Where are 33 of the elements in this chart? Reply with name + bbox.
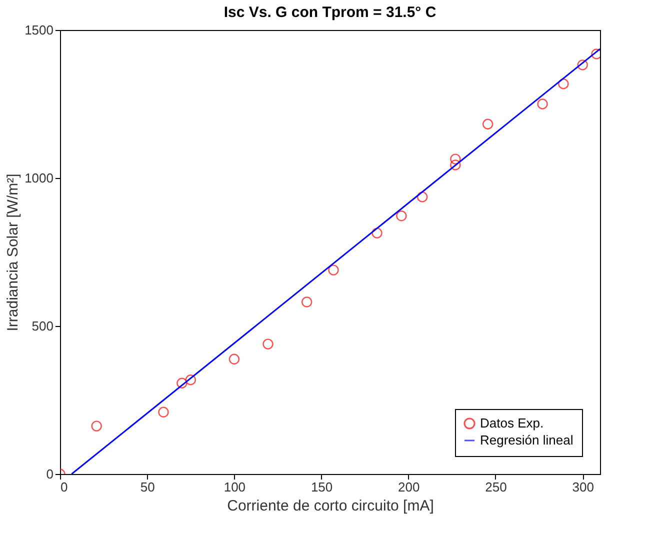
legend-label: Datos Exp. bbox=[480, 416, 544, 430]
point bbox=[301, 296, 312, 308]
point bbox=[558, 78, 569, 90]
point bbox=[262, 338, 274, 350]
legend-label: Regresión lineal bbox=[480, 432, 574, 448]
y-tick-label: 0 bbox=[46, 466, 54, 482]
x-tick-label: 150 bbox=[310, 480, 333, 494]
point bbox=[185, 374, 196, 386]
point bbox=[396, 210, 407, 222]
y-tick-label: 500 bbox=[32, 318, 54, 334]
point bbox=[328, 264, 339, 276]
point bbox=[482, 118, 494, 130]
point bbox=[158, 406, 169, 418]
x-tick-label: 50 bbox=[140, 480, 155, 494]
point bbox=[176, 378, 188, 388]
x-axis-title: Corriente de corto circuito [mA] bbox=[227, 498, 434, 514]
point bbox=[450, 154, 461, 164]
point bbox=[416, 192, 428, 202]
x-tick-label: 0 bbox=[60, 480, 68, 494]
y-axis-title: Irradiancia Solar [W/m²] bbox=[4, 174, 22, 332]
y-tick-label: 1000 bbox=[24, 170, 54, 186]
x-tick-label: 250 bbox=[485, 480, 507, 494]
y-tick-label: 1500 bbox=[24, 22, 54, 38]
point bbox=[577, 60, 588, 70]
x-tick-label: 300 bbox=[572, 480, 594, 494]
x-tick-label: 100 bbox=[224, 480, 246, 494]
point bbox=[91, 420, 102, 432]
point bbox=[537, 98, 548, 110]
x-tick-label: 200 bbox=[398, 480, 420, 494]
chart-title: Isc Vs. G con Tprom = 31.5° C bbox=[224, 4, 436, 21]
point bbox=[228, 354, 240, 364]
point bbox=[372, 228, 382, 238]
point bbox=[450, 160, 461, 170]
